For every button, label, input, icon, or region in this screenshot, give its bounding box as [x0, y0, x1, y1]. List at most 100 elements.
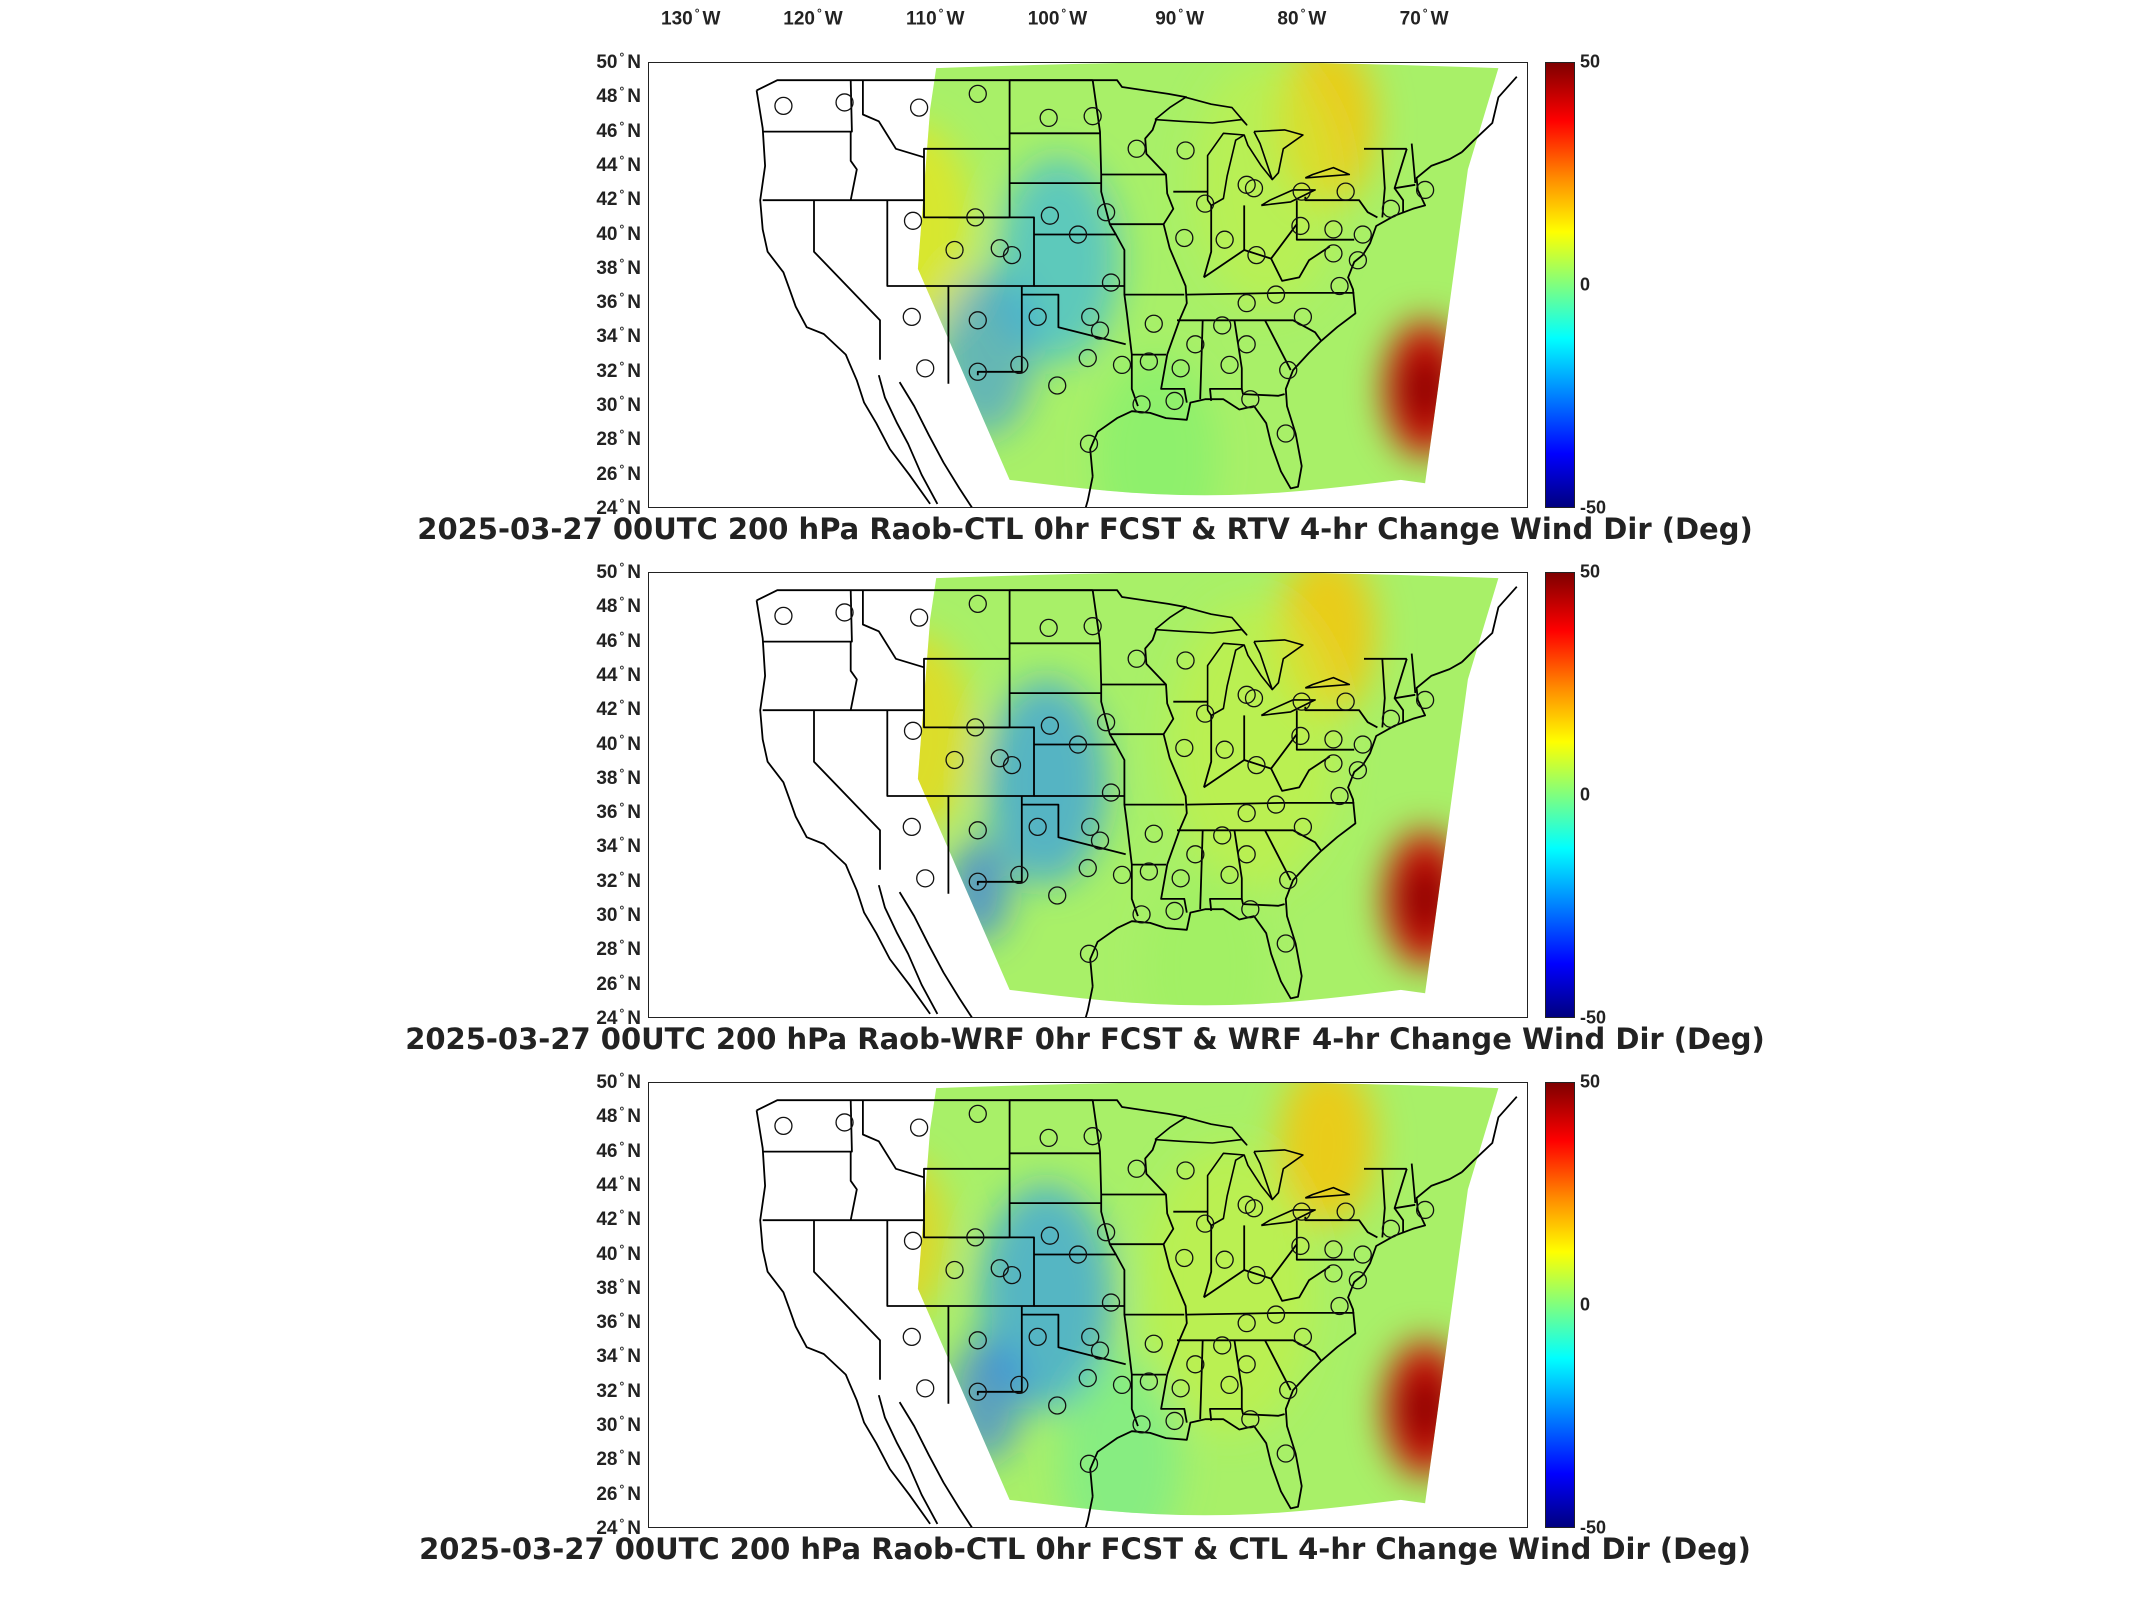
degree-symbol: ° [619, 289, 625, 304]
wind-dir-change-field [917, 1083, 1499, 1516]
raob-station-marker [1266, 1305, 1286, 1324]
raob-station-marker [1039, 108, 1058, 128]
lat-label-34n: 34 ° N [596, 324, 641, 348]
raob-station-marker [835, 603, 854, 622]
raob-station-marker [1415, 1200, 1435, 1220]
raob-station-marker [774, 1116, 793, 1136]
lat-label-36n: 36 ° N [596, 1310, 641, 1334]
degree-symbol: ° [619, 187, 625, 202]
raob-station-marker [1078, 1368, 1097, 1388]
raob-station-marker [909, 1118, 929, 1137]
coastlines-and-borders [755, 586, 1518, 1017]
lon-label-70w: 70 ° W [1400, 6, 1449, 30]
lon-label-number: 90 [1155, 8, 1177, 30]
lat-label-hemisphere: N [627, 1243, 641, 1265]
lat-label-hemisphere: N [627, 973, 641, 995]
lon-label-hemisphere: W [824, 8, 843, 30]
lat-label-hemisphere: N [627, 1008, 641, 1030]
raob-station-marker [1241, 390, 1260, 409]
raob-station-marker [1241, 1410, 1260, 1429]
lat-label-number: 38 [596, 258, 618, 280]
raob-station-marker [1381, 1219, 1401, 1238]
raob-station-marker [968, 1104, 987, 1124]
raob-station-marker [903, 211, 923, 230]
raob-station-marker [1186, 335, 1205, 354]
raob-station-marker [1090, 1341, 1110, 1360]
lat-label-number: 26 [596, 1483, 618, 1505]
raob-station-marker [1276, 424, 1295, 443]
map-svg [755, 63, 1518, 507]
lat-label-40n: 40 ° N [596, 1241, 641, 1265]
degree-symbol: ° [619, 461, 625, 476]
lat-label-hemisphere: N [627, 258, 641, 280]
raob-station-marker [990, 749, 1009, 768]
raob-station-marker [1002, 755, 1022, 775]
lat-label-hemisphere: N [627, 1072, 641, 1094]
lat-label-hemisphere: N [627, 189, 641, 211]
raob-station-marker [1101, 1293, 1121, 1312]
coastlines-and-borders [755, 1096, 1518, 1527]
lat-label-number: 46 [596, 120, 618, 142]
lon-label-hemisphere: W [702, 8, 721, 30]
lat-label-hemisphere: N [627, 768, 641, 790]
raob-station-marker [1048, 376, 1067, 395]
raob-station-marker [1040, 1226, 1060, 1245]
raob-station-marker [1237, 804, 1256, 823]
raob-station-marker [1324, 244, 1343, 263]
lat-label-32n: 32 ° N [596, 359, 641, 383]
lat-label-number: 46 [596, 630, 618, 652]
raob-station-marker [1079, 1454, 1099, 1473]
raob-station-marker [909, 608, 929, 627]
lat-label-number: 44 [596, 1175, 618, 1197]
degree-symbol: ° [619, 1344, 625, 1359]
map-panel-rtv: 50 ° N 48 ° N 46 ° N 44 ° N 42 ° N 40 ° N 38 ° N 36 ° N 34 ° N 32 ° N… [0, 50, 2133, 574]
map-frame [648, 1082, 1528, 1528]
raob-station-marker [1292, 1202, 1311, 1221]
colorbar-tick-min: -50 [1580, 1007, 1607, 1028]
lat-label-hemisphere: N [627, 1140, 641, 1162]
lat-label-number: 32 [596, 360, 618, 382]
raob-station-marker [1127, 649, 1146, 668]
raob-station-marker [1292, 182, 1311, 201]
lat-label-42n: 42 ° N [596, 187, 641, 211]
raob-station-marker [1324, 730, 1343, 749]
degree-symbol: ° [1178, 6, 1184, 20]
lat-label-number: 48 [596, 1106, 618, 1128]
lat-label-hemisphere: N [627, 1415, 641, 1437]
lat-label-40n: 40 ° N [596, 731, 641, 755]
raob-station-marker [1068, 225, 1088, 244]
lat-label-number: 50 [596, 52, 618, 74]
raob-station-marker [1336, 692, 1355, 711]
raob-station-marker [1215, 1250, 1234, 1269]
raob-station-marker [1237, 1355, 1256, 1374]
lat-label-34n: 34 ° N [596, 1344, 641, 1368]
raob-station-marker [902, 1327, 921, 1347]
raob-station-marker [1324, 1240, 1343, 1259]
lat-label-hemisphere: N [627, 395, 641, 417]
degree-symbol: ° [938, 6, 944, 20]
lat-label-number: 24 [596, 1518, 618, 1540]
lat-label-hemisphere: N [627, 223, 641, 245]
raob-station-marker [1078, 348, 1097, 368]
lat-label-24n: 24 ° N [596, 1516, 641, 1540]
raob-station-marker [968, 311, 987, 330]
raob-station-marker [1096, 1223, 1116, 1242]
raob-station-marker [1220, 865, 1239, 885]
raob-station-marker [966, 208, 985, 227]
raob-stations [774, 594, 1435, 963]
lat-label-48n: 48 ° N [596, 594, 641, 618]
degree-symbol: ° [619, 1515, 625, 1530]
raob-station-marker [1078, 858, 1097, 878]
lat-label-26n: 26 ° N [596, 972, 641, 996]
raob-stations [774, 84, 1435, 453]
raob-station-marker [1132, 395, 1151, 414]
raob-station-marker [1292, 692, 1311, 711]
degree-symbol: ° [619, 1481, 625, 1496]
lat-label-number: 34 [596, 1346, 618, 1368]
degree-symbol: ° [619, 324, 625, 339]
raob-station-marker [1324, 220, 1343, 239]
raob-station-marker [1353, 735, 1372, 754]
lat-label-number: 26 [596, 973, 618, 995]
lat-label-hemisphere: N [627, 1278, 641, 1300]
raob-station-marker [1279, 870, 1298, 890]
